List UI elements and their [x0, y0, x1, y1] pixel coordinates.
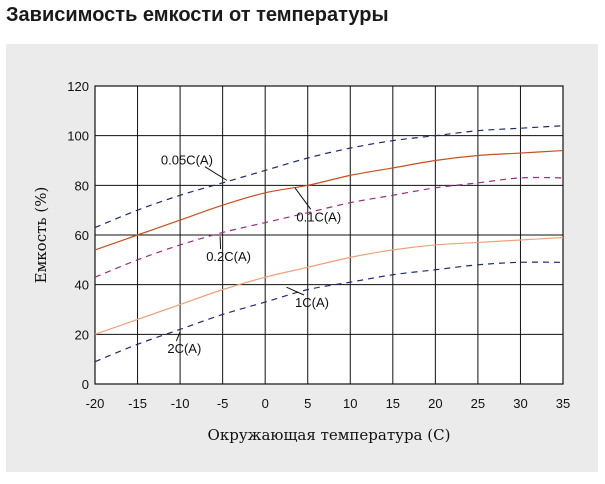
x-tick-label: 5	[304, 396, 311, 411]
label-leader-lines	[175, 166, 312, 342]
y-tick-label: 0	[82, 377, 89, 392]
y-tick-label: 80	[75, 178, 89, 193]
y-tick-labels: 0 20 40 60 80 100 120	[67, 79, 89, 392]
leader-line	[286, 286, 305, 296]
series-line-2ca	[94, 261, 564, 363]
y-tick-label: 120	[67, 79, 89, 94]
leader-line	[175, 331, 181, 342]
x-axis-label: Окружающая температура (C)	[208, 426, 451, 444]
chart-panel: -20 -15 -10 -5 0 5 10 15 20 25 30 35 0 20 40 60 80 100 12…	[6, 44, 598, 472]
series-labels: 0.05C(A) 0.1C(A) 0.2C(A) 1C(A) 2C(A)	[161, 153, 341, 356]
x-tick-label: 20	[428, 396, 442, 411]
x-tick-label: -15	[128, 396, 147, 411]
series-line-02ca	[94, 176, 564, 278]
x-tick-label: 15	[386, 396, 400, 411]
y-tick-label: 40	[75, 278, 89, 293]
page-title: Зависимость емкости от температуры	[6, 4, 389, 26]
x-tick-label: 0	[262, 396, 269, 411]
series-label: 0.1C(A)	[296, 209, 341, 224]
x-tick-labels: -20 -15 -10 -5 0 5 10 15 20 25 30 35	[86, 396, 571, 411]
x-tick-label: 25	[471, 396, 485, 411]
capacity-temperature-chart: -20 -15 -10 -5 0 5 10 15 20 25 30 35 0 20 40 60 80 100 12…	[32, 79, 571, 444]
y-tick-label: 100	[67, 129, 89, 144]
series-line-1ca	[94, 236, 564, 335]
plot-border	[94, 85, 564, 385]
x-tick-label: 30	[513, 396, 527, 411]
series-line-005ca	[94, 125, 564, 229]
y-tick-label: 60	[75, 228, 89, 243]
leader-line	[294, 187, 312, 210]
y-axis-label: Емкость (%)	[32, 187, 50, 284]
series-label: 0.2C(A)	[206, 249, 251, 264]
series-label: 1C(A)	[295, 295, 329, 310]
series-label: 2C(A)	[167, 341, 201, 356]
x-tick-label: -10	[171, 396, 190, 411]
x-tick-label: -20	[86, 396, 105, 411]
y-tick-label: 20	[75, 327, 89, 342]
x-tick-label: -5	[217, 396, 229, 411]
series-label: 0.05C(A)	[161, 153, 213, 168]
leader-line	[204, 166, 228, 181]
x-tick-label: 10	[343, 396, 357, 411]
series-line-01ca	[94, 149, 564, 251]
series-lines	[94, 125, 564, 363]
leader-line	[219, 236, 222, 250]
x-tick-label: 35	[556, 396, 570, 411]
